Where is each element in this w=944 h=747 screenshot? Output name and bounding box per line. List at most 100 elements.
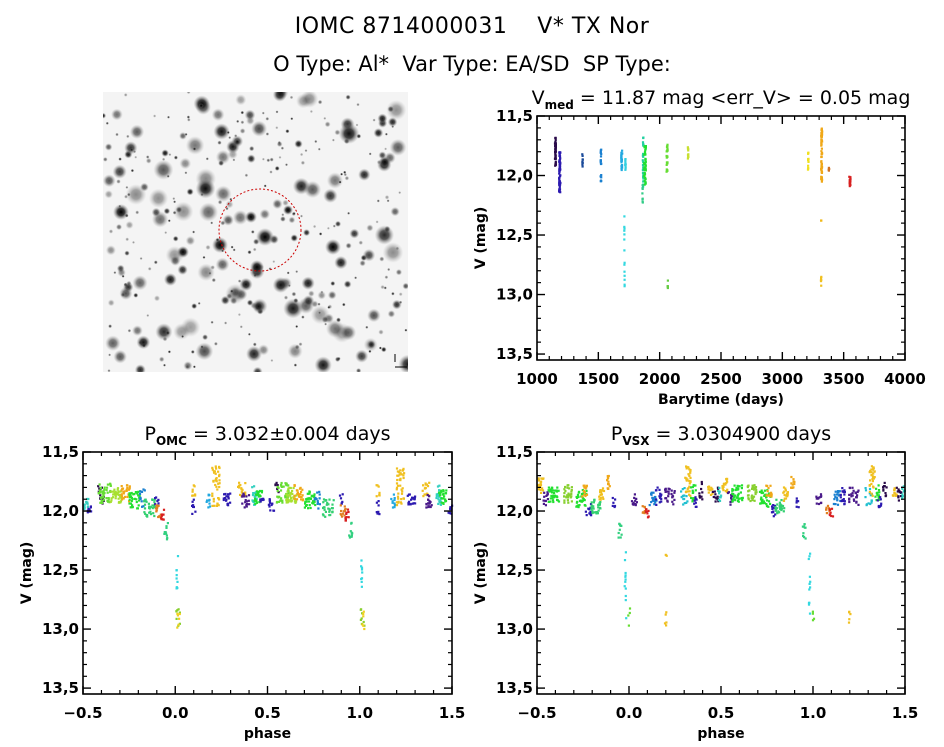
data-point — [901, 495, 904, 498]
data-point — [808, 575, 811, 578]
finder-star — [266, 158, 271, 163]
data-point — [820, 131, 823, 134]
data-point — [843, 490, 846, 494]
data-point — [780, 508, 783, 512]
data-point — [110, 490, 113, 493]
chart-phase_vsx: −0.5 0.0 0.5 1.0 1.511,512,012,513,013,5phas… — [473, 423, 918, 742]
data-cluster — [876, 496, 883, 509]
data-point — [750, 497, 753, 500]
finder-star — [239, 277, 253, 291]
finder-star — [181, 335, 185, 338]
title-subscript: VSX — [622, 434, 650, 448]
y-axis-label: V (mag) — [19, 542, 35, 605]
data-cluster — [154, 496, 160, 506]
finder-star — [158, 356, 165, 363]
data-cluster — [143, 498, 157, 518]
data-point — [797, 500, 800, 503]
data-point — [391, 500, 394, 503]
data-cluster — [684, 465, 692, 497]
finder-star — [217, 140, 222, 145]
data-cluster — [819, 275, 823, 287]
data-point — [653, 500, 656, 503]
data-point — [218, 475, 221, 478]
data-point — [378, 494, 381, 497]
data-point — [877, 484, 880, 487]
data-cluster — [558, 151, 562, 194]
finder-star — [132, 325, 143, 336]
data-point — [142, 488, 145, 491]
data-point — [346, 508, 350, 511]
data-point — [826, 504, 830, 507]
data-point — [772, 515, 775, 518]
data-point — [138, 492, 142, 495]
data-point — [843, 502, 846, 505]
data-point — [774, 506, 777, 509]
finder-star — [222, 214, 234, 226]
data-point — [848, 498, 851, 501]
data-point — [693, 499, 696, 502]
data-point — [395, 486, 399, 489]
finder-star — [354, 276, 358, 280]
data-point — [623, 274, 626, 277]
data-point — [820, 170, 823, 173]
data-point — [227, 497, 230, 500]
finder-star — [398, 191, 402, 195]
data-point — [113, 488, 116, 491]
data-point — [426, 485, 430, 488]
finder-star — [323, 188, 338, 203]
data-point — [344, 507, 347, 511]
data-point — [752, 488, 756, 491]
data-point — [690, 496, 693, 500]
data-point — [422, 495, 425, 498]
data-point — [856, 490, 859, 494]
data-point — [585, 489, 588, 492]
data-point — [598, 495, 601, 498]
finder-star — [161, 149, 169, 157]
data-point — [402, 474, 405, 477]
data-point — [441, 493, 444, 496]
data-point — [623, 261, 626, 264]
data-point — [291, 492, 294, 496]
data-point — [289, 497, 293, 500]
data-point — [293, 494, 296, 497]
data-point — [444, 500, 447, 503]
data-cluster — [581, 153, 584, 168]
data-point — [864, 489, 868, 492]
data-point — [153, 514, 156, 518]
title-symbol: P — [144, 423, 155, 445]
data-point — [843, 500, 846, 503]
data-point — [339, 497, 343, 500]
data-point — [808, 582, 811, 585]
finder-star — [245, 211, 257, 223]
data-point — [762, 500, 765, 503]
data-point — [683, 487, 686, 490]
data-cluster — [425, 494, 433, 509]
data-point — [624, 158, 627, 161]
data-point — [378, 491, 381, 494]
data-point — [314, 503, 317, 507]
data-point — [286, 490, 289, 493]
data-point — [872, 466, 875, 469]
data-cluster — [191, 484, 197, 497]
data-point — [362, 612, 365, 615]
plot-frame — [536, 115, 906, 361]
data-point — [786, 493, 789, 496]
data-point — [247, 494, 251, 497]
data-point — [328, 510, 331, 513]
data-point — [166, 536, 169, 540]
finder-star — [107, 369, 111, 372]
data-point — [215, 504, 218, 507]
data-point — [289, 499, 292, 502]
data-point — [558, 169, 561, 172]
finder-star — [345, 94, 351, 100]
data-point — [812, 617, 816, 620]
data-point — [725, 481, 728, 485]
data-point — [795, 499, 798, 502]
data-point — [632, 502, 635, 505]
title-symbol: P — [611, 423, 622, 445]
data-point — [89, 506, 92, 509]
data-point — [552, 495, 555, 498]
data-point — [559, 156, 562, 160]
data-point — [641, 187, 644, 190]
data-point — [694, 501, 697, 504]
